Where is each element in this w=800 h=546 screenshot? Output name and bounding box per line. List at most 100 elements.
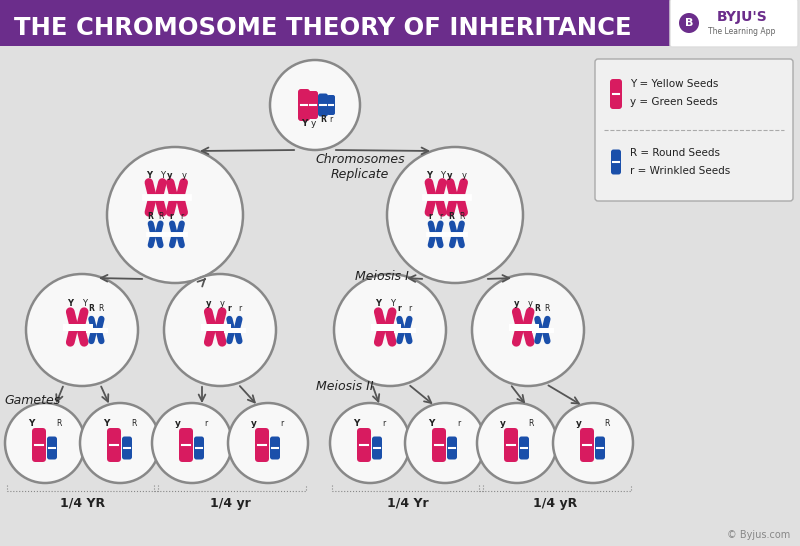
Text: R: R — [528, 419, 534, 429]
Text: Y: Y — [82, 299, 86, 308]
FancyBboxPatch shape — [372, 436, 382, 460]
Text: r: r — [458, 419, 461, 429]
Text: y: y — [220, 299, 225, 308]
Circle shape — [5, 403, 85, 483]
Circle shape — [270, 60, 360, 150]
Text: y: y — [462, 171, 466, 180]
Text: Y: Y — [440, 171, 445, 180]
Text: R = Round Seeds: R = Round Seeds — [630, 148, 720, 158]
FancyBboxPatch shape — [32, 428, 46, 462]
FancyBboxPatch shape — [318, 93, 328, 116]
Text: Y: Y — [301, 118, 307, 128]
Circle shape — [26, 274, 138, 386]
Text: y: y — [182, 171, 186, 180]
Text: r: r — [330, 115, 333, 123]
Text: © Byjus.com: © Byjus.com — [726, 530, 790, 540]
Text: r: r — [280, 419, 284, 429]
Text: Y = Yellow Seeds: Y = Yellow Seeds — [630, 79, 718, 89]
Text: y: y — [251, 419, 257, 429]
Text: y: y — [175, 419, 181, 429]
Circle shape — [164, 274, 276, 386]
Text: r: r — [398, 304, 402, 313]
Text: y: y — [167, 171, 173, 180]
Text: y: y — [447, 171, 453, 180]
Text: R: R — [604, 419, 610, 429]
Text: Y: Y — [428, 419, 434, 429]
FancyBboxPatch shape — [47, 436, 57, 460]
Text: R: R — [459, 212, 465, 221]
Text: 1/4 Yr: 1/4 Yr — [386, 496, 428, 509]
Text: R: R — [320, 115, 326, 123]
Text: 1/4 yr: 1/4 yr — [210, 496, 250, 509]
Text: Y: Y — [375, 299, 381, 308]
FancyBboxPatch shape — [179, 428, 193, 462]
Text: r: r — [429, 212, 432, 221]
Text: 1/4 YR: 1/4 YR — [60, 496, 105, 509]
FancyBboxPatch shape — [308, 91, 318, 119]
FancyBboxPatch shape — [610, 79, 622, 109]
FancyBboxPatch shape — [447, 436, 457, 460]
FancyBboxPatch shape — [107, 428, 121, 462]
FancyBboxPatch shape — [504, 428, 518, 462]
Polygon shape — [0, 0, 700, 46]
FancyBboxPatch shape — [670, 0, 798, 47]
FancyBboxPatch shape — [255, 428, 269, 462]
Text: Meiosis I: Meiosis I — [355, 270, 409, 283]
Text: Y: Y — [160, 171, 165, 180]
FancyBboxPatch shape — [122, 436, 132, 460]
Text: Y: Y — [67, 299, 74, 308]
Text: y: y — [206, 299, 211, 308]
Text: R: R — [545, 304, 550, 313]
Text: R: R — [449, 212, 454, 221]
Text: y = Green Seeds: y = Green Seeds — [630, 97, 718, 107]
Circle shape — [387, 147, 523, 283]
Text: 1/4 yR: 1/4 yR — [533, 496, 577, 509]
Text: y: y — [514, 299, 519, 308]
Text: r: r — [439, 212, 442, 221]
Text: R: R — [89, 304, 94, 313]
Text: B: B — [685, 18, 693, 28]
Text: Y: Y — [353, 419, 359, 429]
Text: y: y — [500, 419, 506, 429]
FancyBboxPatch shape — [357, 428, 371, 462]
Text: r: r — [204, 419, 208, 429]
Text: Y: Y — [103, 419, 109, 429]
Circle shape — [472, 274, 584, 386]
Text: r: r — [382, 419, 386, 429]
Circle shape — [679, 13, 699, 33]
Text: R: R — [534, 304, 540, 313]
Text: y: y — [576, 419, 582, 429]
Text: r: r — [170, 212, 174, 221]
Circle shape — [553, 403, 633, 483]
Text: Chromosomes
Replicate: Chromosomes Replicate — [315, 153, 405, 181]
Text: r = Wrinkled Seeds: r = Wrinkled Seeds — [630, 166, 730, 176]
Text: THE CHROMOSOME THEORY OF INHERITANCE: THE CHROMOSOME THEORY OF INHERITANCE — [14, 16, 632, 40]
FancyBboxPatch shape — [432, 428, 446, 462]
Circle shape — [405, 403, 485, 483]
FancyBboxPatch shape — [595, 59, 793, 201]
Text: BYJU'S: BYJU'S — [717, 10, 767, 24]
FancyBboxPatch shape — [580, 428, 594, 462]
Text: Y: Y — [146, 171, 152, 180]
Text: r: r — [181, 212, 184, 221]
Circle shape — [228, 403, 308, 483]
Circle shape — [152, 403, 232, 483]
FancyBboxPatch shape — [298, 89, 310, 121]
FancyBboxPatch shape — [270, 436, 280, 460]
Text: Y: Y — [390, 299, 394, 308]
FancyBboxPatch shape — [595, 436, 605, 460]
Text: r: r — [238, 304, 241, 313]
FancyBboxPatch shape — [611, 150, 621, 175]
Text: y: y — [310, 118, 316, 128]
Text: Y: Y — [28, 419, 34, 429]
Circle shape — [334, 274, 446, 386]
Text: R: R — [56, 419, 62, 429]
Circle shape — [80, 403, 160, 483]
Text: R: R — [147, 212, 154, 221]
FancyBboxPatch shape — [327, 95, 335, 115]
Text: R: R — [98, 304, 104, 313]
Text: Gametes: Gametes — [4, 394, 60, 407]
Text: y: y — [528, 299, 533, 308]
Text: Meiosis II: Meiosis II — [316, 381, 374, 394]
Text: r: r — [408, 304, 411, 313]
